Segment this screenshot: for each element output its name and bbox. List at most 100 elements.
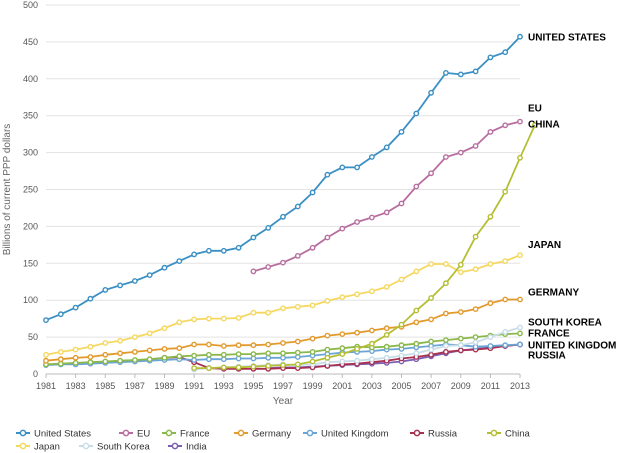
data-point xyxy=(235,342,242,349)
end-label-russia: RUSSIA xyxy=(528,350,566,361)
data-point xyxy=(428,338,434,345)
data-point xyxy=(368,340,375,347)
data-point xyxy=(457,309,464,315)
data-point xyxy=(339,225,346,232)
data-point xyxy=(250,342,257,349)
legend-item-united-states: United States xyxy=(16,429,91,440)
series-eu xyxy=(250,118,523,275)
legend-swatch-marker xyxy=(237,429,245,437)
legend-item-japan: Japan xyxy=(16,442,60,453)
data-point xyxy=(502,188,509,195)
data-point xyxy=(176,345,183,352)
data-point xyxy=(442,280,449,287)
data-point xyxy=(502,122,509,129)
data-point xyxy=(250,234,257,241)
data-point xyxy=(472,306,479,312)
data-point xyxy=(517,341,523,348)
end-label-united-states: UNITED STATES xyxy=(528,33,606,44)
data-point xyxy=(161,264,168,271)
data-point xyxy=(161,325,168,332)
data-point xyxy=(220,247,227,254)
legend-label: United States xyxy=(34,429,91,440)
end-label-eu: EU xyxy=(528,104,542,115)
legend-label: China xyxy=(505,429,531,440)
data-point xyxy=(354,329,360,336)
x-tick-label: 2011 xyxy=(481,381,500,391)
x-tick-label: 1987 xyxy=(125,381,145,391)
data-point xyxy=(517,154,523,161)
data-point xyxy=(324,234,331,241)
data-point xyxy=(265,224,272,231)
data-point xyxy=(294,349,301,356)
data-point xyxy=(309,348,316,355)
data-point xyxy=(413,319,420,326)
data-point xyxy=(517,324,523,331)
legend-label: United Kingdom xyxy=(321,429,389,440)
data-point xyxy=(309,302,316,309)
data-point xyxy=(131,334,138,340)
x-tick-label: 1985 xyxy=(95,381,115,391)
data-point xyxy=(280,259,286,266)
data-point xyxy=(383,283,390,290)
data-point xyxy=(57,311,64,318)
legend-label: France xyxy=(180,429,210,440)
data-point xyxy=(191,365,198,371)
y-tick-label: 50 xyxy=(28,332,38,342)
data-point xyxy=(442,337,449,343)
data-point xyxy=(398,128,405,135)
data-point xyxy=(472,233,479,240)
data-point xyxy=(383,144,390,151)
data-point xyxy=(354,291,360,298)
data-point xyxy=(87,343,94,350)
data-point xyxy=(72,359,79,366)
x-tick-label: 1995 xyxy=(243,381,263,391)
data-point xyxy=(354,345,360,352)
data-point xyxy=(280,213,286,220)
data-point xyxy=(339,164,346,171)
data-point xyxy=(517,252,523,259)
x-axis-title: Year xyxy=(273,396,294,407)
data-point xyxy=(87,295,94,302)
data-point xyxy=(161,345,168,352)
data-point xyxy=(457,347,464,354)
data-point xyxy=(383,331,390,338)
data-point xyxy=(57,360,64,367)
data-point xyxy=(472,334,479,340)
data-point xyxy=(280,340,286,346)
data-point xyxy=(235,314,242,321)
data-point xyxy=(57,356,64,363)
data-point xyxy=(457,269,464,276)
y-tick-label: 250 xyxy=(23,185,38,195)
data-point xyxy=(280,354,286,361)
data-point xyxy=(294,338,301,345)
data-point xyxy=(280,305,286,312)
y-tick-label: 500 xyxy=(23,0,38,10)
data-point xyxy=(398,352,405,359)
data-point xyxy=(457,71,464,78)
data-point xyxy=(487,300,494,307)
end-label-france: FRANCE xyxy=(528,328,570,339)
data-point xyxy=(354,357,360,364)
x-tick-label: 2007 xyxy=(421,381,441,391)
y-tick-label: 0 xyxy=(33,369,38,379)
end-label-japan: JAPAN xyxy=(528,240,561,251)
data-point xyxy=(117,337,124,344)
data-point xyxy=(413,350,420,357)
data-point xyxy=(487,213,494,220)
data-point xyxy=(309,335,316,342)
end-label-germany: GERMANY xyxy=(528,287,579,298)
data-point xyxy=(487,128,494,135)
data-point xyxy=(324,332,331,339)
data-point xyxy=(102,286,109,293)
x-tick-label: 2005 xyxy=(391,381,411,391)
y-tick-label: 400 xyxy=(23,74,38,84)
data-point xyxy=(442,261,449,267)
data-point xyxy=(487,261,494,267)
data-point xyxy=(205,341,212,348)
data-point xyxy=(146,356,153,363)
series-france xyxy=(43,330,523,368)
data-point xyxy=(235,244,242,251)
data-point xyxy=(413,183,420,190)
series-line-eu xyxy=(253,120,521,273)
